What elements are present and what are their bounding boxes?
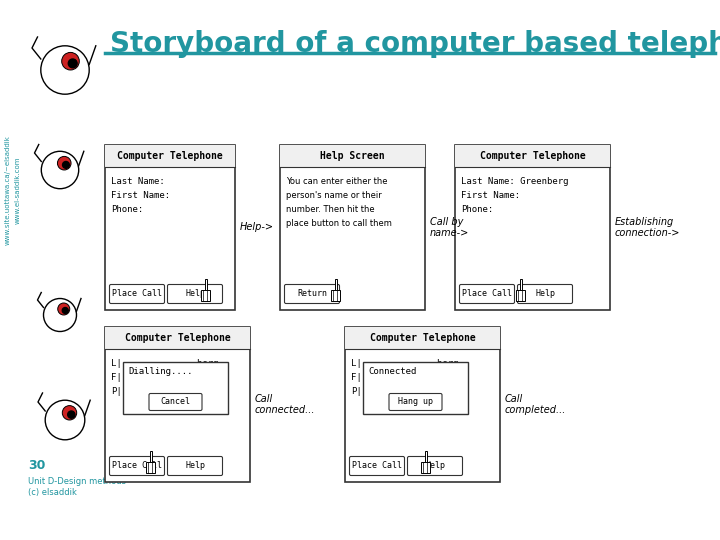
- FancyBboxPatch shape: [459, 285, 515, 303]
- Text: Phone:: Phone:: [111, 205, 143, 214]
- Text: 30: 30: [28, 459, 45, 472]
- Text: Place Call: Place Call: [462, 289, 512, 299]
- FancyBboxPatch shape: [105, 145, 235, 167]
- Circle shape: [58, 303, 70, 315]
- Text: Phone:: Phone:: [461, 205, 493, 214]
- Text: Computer Telephone: Computer Telephone: [369, 333, 475, 343]
- Text: F|: F|: [111, 373, 122, 382]
- Text: www.site.uottawa.ca/~elsaddik: www.site.uottawa.ca/~elsaddik: [5, 135, 11, 245]
- Text: Unit D-Design methods: Unit D-Design methods: [28, 477, 126, 486]
- FancyBboxPatch shape: [109, 285, 164, 303]
- Polygon shape: [425, 451, 427, 468]
- FancyBboxPatch shape: [123, 362, 228, 414]
- Text: person's name or their: person's name or their: [286, 191, 382, 200]
- FancyBboxPatch shape: [168, 285, 222, 303]
- Text: Place Call: Place Call: [112, 289, 162, 299]
- Text: Computer Telephone: Computer Telephone: [480, 151, 585, 161]
- Circle shape: [68, 59, 77, 68]
- Text: Place Call: Place Call: [112, 462, 162, 470]
- Polygon shape: [146, 462, 156, 473]
- FancyBboxPatch shape: [363, 362, 468, 414]
- Text: number. Then hit the: number. Then hit the: [286, 205, 374, 214]
- Text: Help Screen: Help Screen: [320, 151, 384, 161]
- FancyBboxPatch shape: [349, 456, 405, 476]
- FancyBboxPatch shape: [105, 327, 250, 482]
- FancyBboxPatch shape: [280, 145, 425, 310]
- Text: place button to call them: place button to call them: [286, 219, 392, 228]
- FancyBboxPatch shape: [345, 327, 500, 349]
- FancyBboxPatch shape: [105, 145, 235, 310]
- Circle shape: [62, 52, 79, 70]
- Circle shape: [58, 157, 71, 170]
- Polygon shape: [520, 279, 522, 296]
- Text: Call
connected...: Call connected...: [255, 394, 315, 415]
- Text: Computer Telephone: Computer Telephone: [125, 333, 230, 343]
- Text: Hang up: Hang up: [398, 397, 433, 407]
- Polygon shape: [150, 451, 152, 468]
- FancyBboxPatch shape: [455, 145, 610, 167]
- Text: Call
completed...: Call completed...: [505, 394, 567, 415]
- FancyBboxPatch shape: [345, 327, 500, 482]
- Circle shape: [63, 406, 77, 420]
- Text: Help: Help: [425, 462, 445, 470]
- FancyBboxPatch shape: [389, 394, 442, 410]
- Polygon shape: [205, 279, 207, 296]
- Text: Last Name: Greenberg: Last Name: Greenberg: [461, 177, 569, 186]
- FancyBboxPatch shape: [105, 327, 250, 349]
- Text: L|              berg: L| berg: [351, 359, 459, 368]
- Polygon shape: [202, 290, 210, 301]
- Text: Place Call: Place Call: [352, 462, 402, 470]
- Text: Computer Telephone: Computer Telephone: [117, 151, 223, 161]
- Circle shape: [45, 400, 85, 440]
- Text: Help: Help: [185, 462, 205, 470]
- FancyBboxPatch shape: [284, 285, 340, 303]
- Text: P|: P|: [111, 387, 122, 396]
- Text: P|: P|: [351, 387, 361, 396]
- FancyBboxPatch shape: [109, 456, 164, 476]
- Polygon shape: [335, 279, 337, 296]
- Circle shape: [63, 161, 69, 168]
- Text: First Name:: First Name:: [111, 191, 170, 200]
- Polygon shape: [516, 290, 526, 301]
- Polygon shape: [421, 462, 431, 473]
- Text: You can enter either the: You can enter either the: [286, 177, 387, 186]
- Text: F|: F|: [351, 373, 361, 382]
- Text: Dialling....: Dialling....: [128, 367, 192, 376]
- Text: Return: Return: [297, 289, 327, 299]
- Text: Help->: Help->: [240, 222, 274, 233]
- Text: Storyboard of a computer based telephone: Storyboard of a computer based telephone: [110, 30, 720, 58]
- Text: Help: Help: [535, 289, 555, 299]
- Text: (c) elsaddik: (c) elsaddik: [28, 488, 77, 497]
- Text: First Name:: First Name:: [461, 191, 520, 200]
- Text: Establishing
connection->: Establishing connection->: [615, 217, 680, 238]
- Circle shape: [41, 46, 89, 94]
- Text: L|              berg: L| berg: [111, 359, 218, 368]
- FancyBboxPatch shape: [168, 456, 222, 476]
- Text: Cancel: Cancel: [161, 397, 191, 407]
- FancyBboxPatch shape: [408, 456, 462, 476]
- Circle shape: [41, 151, 78, 188]
- Circle shape: [43, 299, 76, 332]
- FancyBboxPatch shape: [455, 145, 610, 310]
- FancyBboxPatch shape: [280, 145, 425, 167]
- FancyBboxPatch shape: [149, 394, 202, 410]
- Text: Help: Help: [185, 289, 205, 299]
- Text: Last Name:: Last Name:: [111, 177, 165, 186]
- Circle shape: [68, 411, 75, 418]
- Text: Connected: Connected: [368, 367, 416, 376]
- Text: Call by
name->: Call by name->: [430, 217, 469, 238]
- Polygon shape: [331, 290, 341, 301]
- FancyBboxPatch shape: [518, 285, 572, 303]
- Text: www.el-saddik.com: www.el-saddik.com: [15, 156, 21, 224]
- Circle shape: [62, 307, 68, 314]
